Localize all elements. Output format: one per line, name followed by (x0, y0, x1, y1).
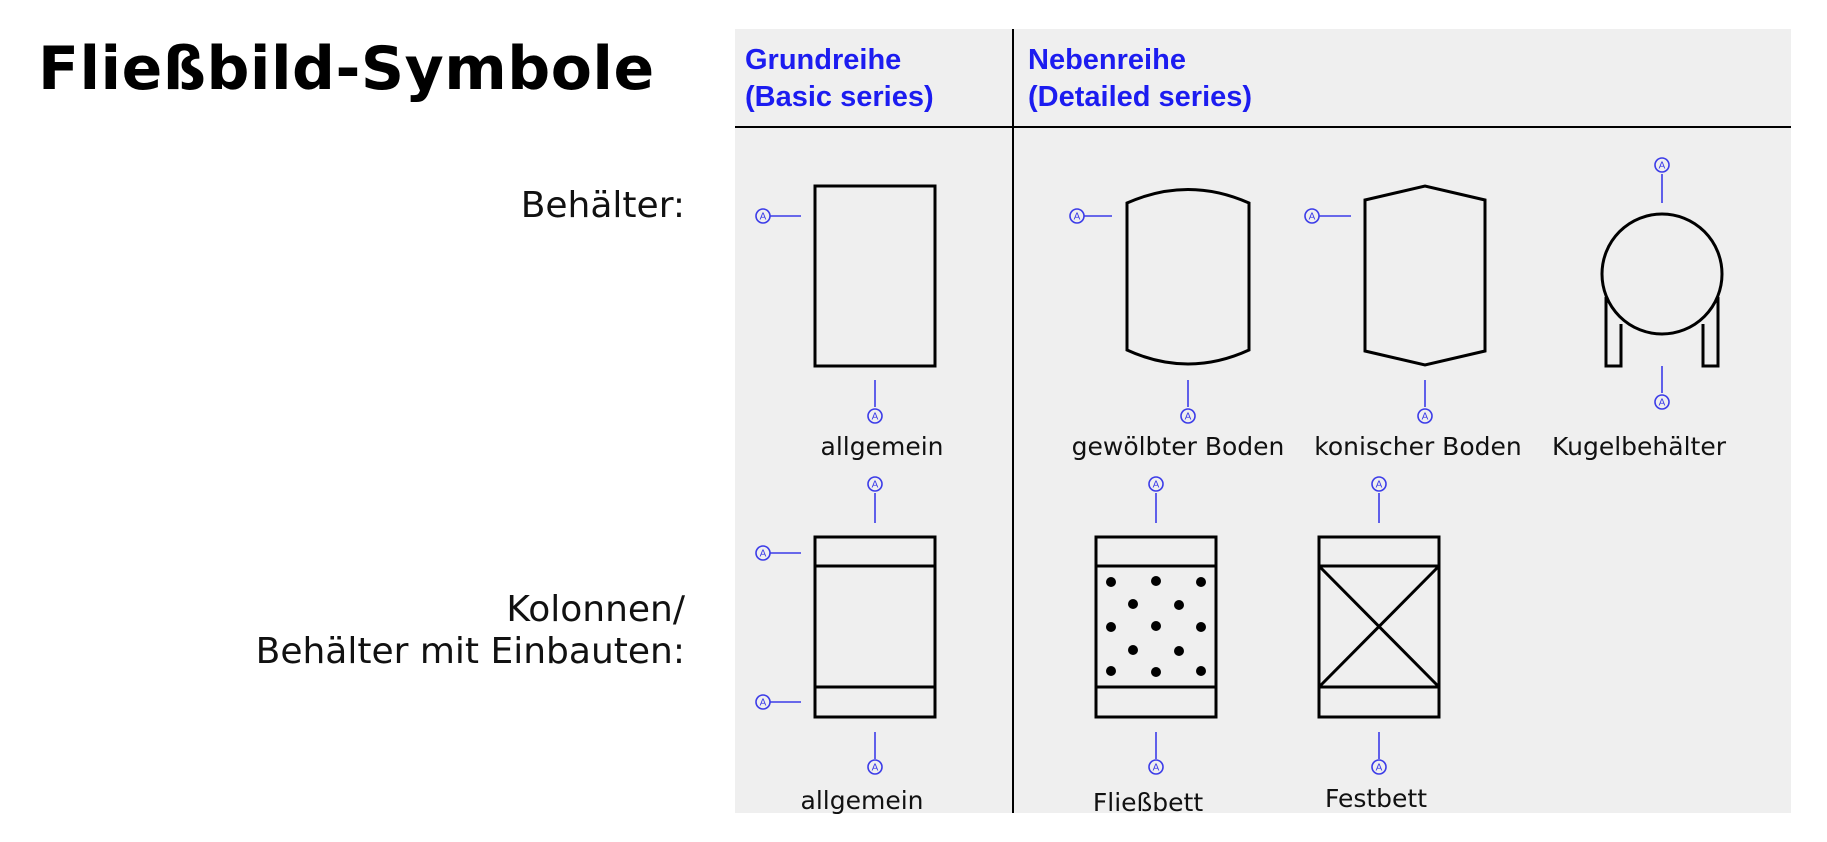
caption-vessel-spherical: Kugelbehälter (1551, 432, 1727, 461)
connector-a-label: A (872, 412, 879, 423)
connector-a-icon: A (755, 208, 771, 224)
connector-a-icon: A (867, 759, 883, 775)
connector-a-label: A (1309, 212, 1316, 223)
header-detailed-line1: Nebenreihe (1028, 44, 1186, 76)
connector-lines (770, 174, 1663, 759)
column-fluidized-symbol (1094, 535, 1218, 719)
fluidized-bed-particles (1106, 576, 1206, 677)
caption-vessel-domed: gewölbter Boden (1071, 432, 1285, 461)
caption-column-fluidized: Fließbett (1092, 788, 1204, 817)
header-basic-line2: (Basic series) (745, 81, 934, 113)
connector-a-icon: A (1148, 759, 1164, 775)
column-fixed-symbol (1317, 535, 1441, 719)
connector-a-icon: A (1417, 408, 1433, 424)
header-basic-line1: Grundreihe (745, 44, 902, 76)
symbol-table-panel (735, 29, 1791, 813)
connector-a-label: A (1074, 212, 1081, 223)
connector-a-label: A (760, 212, 767, 223)
row-label-kolonnen-2: Behälter mit Einbauten: (255, 631, 685, 672)
connector-a-icon: A (867, 476, 883, 492)
connector-a-label: A (1153, 763, 1160, 774)
row-label-kolonnen-1: Kolonnen/ (506, 589, 685, 630)
caption-column-general: allgemein (800, 786, 924, 815)
connector-a-label: A (872, 763, 879, 774)
connector-a-icon: A (755, 545, 771, 561)
page-title: Fließbild-Symbole (38, 34, 655, 104)
connector-a-label: A (872, 480, 879, 491)
caption-column-fixed: Festbett (1324, 784, 1428, 813)
connector-a-icon: A (1371, 476, 1387, 492)
connector-a-label: A (760, 549, 767, 560)
caption-vessel-general: allgemein (820, 432, 944, 461)
vessel-general-symbol (813, 184, 937, 368)
vessel-spherical-symbol (1600, 212, 1724, 368)
connector-a-icon: A (1069, 208, 1085, 224)
header-detailed-line2: (Detailed series) (1028, 81, 1253, 113)
connector-a-label: A (1153, 480, 1160, 491)
connector-a-icon: A (867, 408, 883, 424)
connector-a-icon: A (1654, 394, 1670, 410)
connector-endpoints: A A A A A A A A A A A A A A A A (755, 157, 1670, 775)
vessel-conical-symbol (1363, 184, 1487, 367)
row-label-behaelter: Behälter: (520, 185, 685, 226)
connector-a-label: A (1659, 398, 1666, 409)
connector-a-icon: A (1654, 157, 1670, 173)
connector-a-icon: A (1304, 208, 1320, 224)
vessel-domed-symbol (1125, 188, 1251, 366)
connector-a-label: A (1185, 412, 1192, 423)
connector-a-icon: A (755, 694, 771, 710)
connector-a-icon: A (1180, 408, 1196, 424)
connector-a-icon: A (1371, 759, 1387, 775)
connector-a-label: A (1376, 480, 1383, 491)
connector-a-label: A (1659, 161, 1666, 172)
caption-vessel-conical: konischer Boden (1314, 432, 1522, 461)
column-general-symbol (813, 535, 937, 719)
column-divider (1012, 29, 1014, 813)
connector-a-icon: A (1148, 476, 1164, 492)
connector-a-label: A (760, 698, 767, 709)
connector-a-label: A (1422, 412, 1429, 423)
header-divider (735, 126, 1791, 128)
connector-a-label: A (1376, 763, 1383, 774)
